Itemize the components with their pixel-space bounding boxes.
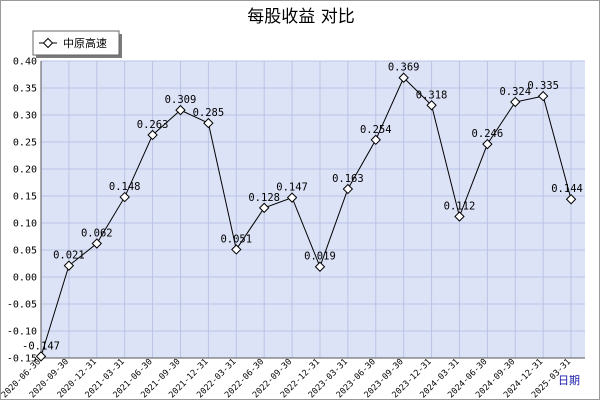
data-label: 0.062: [81, 228, 113, 240]
data-point-diamond: [231, 244, 242, 255]
data-label: 0.369: [388, 62, 420, 74]
data-point-diamond: [314, 261, 326, 272]
data-point-diamond: [286, 192, 298, 203]
data-point-diamond: [370, 134, 381, 146]
data-point-diamond: [342, 183, 354, 195]
y-tick-label: 0.25: [13, 138, 37, 149]
data-label: 0.254: [360, 124, 392, 136]
y-tick-label: 0.15: [13, 192, 37, 203]
y-tick-label: -0.15: [7, 354, 37, 365]
y-tick-labels: -0.15 -0.10 -0.05 0.00 0.05 0.10 0.15 0.20 0.25 0…: [7, 57, 37, 365]
y-tick-label: 0.20: [13, 165, 37, 176]
data-label: 0.148: [109, 181, 141, 193]
y-tick-label: 0.35: [13, 84, 37, 95]
data-label: 0.285: [193, 107, 225, 119]
data-label: 0.144: [551, 183, 583, 195]
data-point-diamond: [119, 191, 130, 203]
data-label: 0.112: [444, 201, 476, 213]
data-point-diamond: [258, 202, 270, 214]
data-point-diamond: [537, 90, 549, 102]
data-label: 0.163: [332, 173, 364, 185]
y-tick-label: -0.10: [7, 327, 37, 338]
series-line: [40, 76, 572, 357]
data-label: 0.263: [137, 119, 169, 131]
data-label: 0.246: [472, 128, 504, 140]
data-point-diamond: [63, 260, 75, 271]
y-tick-label: 0.40: [13, 57, 37, 68]
data-point-diamond: [91, 238, 103, 249]
y-tick-label: 0.10: [13, 219, 37, 230]
data-point-diamond: [454, 211, 465, 222]
x-tick-labels: 2020-06-302020-09-302020-12-312021-03-31…: [1, 357, 573, 400]
data-point-diamond: [426, 100, 437, 111]
data-label: 0.128: [248, 192, 280, 204]
data-label: 0.021: [53, 250, 85, 262]
y-tick-label: 0.30: [13, 111, 37, 122]
x-axis-label: 日期: [558, 374, 580, 387]
series-line-path: [40, 76, 572, 357]
chart-title: 每股收益 对比: [247, 7, 354, 27]
data-point-diamond: [510, 96, 521, 108]
data-label: 0.318: [416, 89, 448, 101]
data-point-diamond: [35, 351, 47, 362]
data-label: 0.147: [276, 182, 308, 194]
data-label: 0.019: [304, 251, 336, 263]
y-tick-label: 0.05: [13, 246, 37, 257]
y-tick-label: -0.05: [7, 300, 37, 311]
plot-area: [41, 61, 585, 358]
data-point-diamond: [147, 129, 158, 141]
data-point-diamond: [482, 138, 493, 150]
data-label: 0.335: [527, 80, 559, 92]
legend-series-name: 中原高速: [63, 36, 107, 50]
data-point-diamond: [203, 117, 214, 129]
data-label: 0.309: [165, 94, 197, 106]
legend: 中原高速: [32, 30, 122, 58]
data-label: 0.051: [220, 233, 252, 245]
data-label: -0.147: [22, 340, 60, 352]
y-tick-label: 0.00: [13, 273, 37, 284]
data-point-diamond: [565, 194, 577, 205]
data-points: [35, 72, 577, 362]
data-label: 0.324: [499, 86, 531, 98]
data-point-diamond: [398, 72, 409, 83]
data-point-diamond: [175, 104, 186, 116]
legend-diamond-icon: [42, 37, 54, 49]
axes: [40, 61, 585, 359]
